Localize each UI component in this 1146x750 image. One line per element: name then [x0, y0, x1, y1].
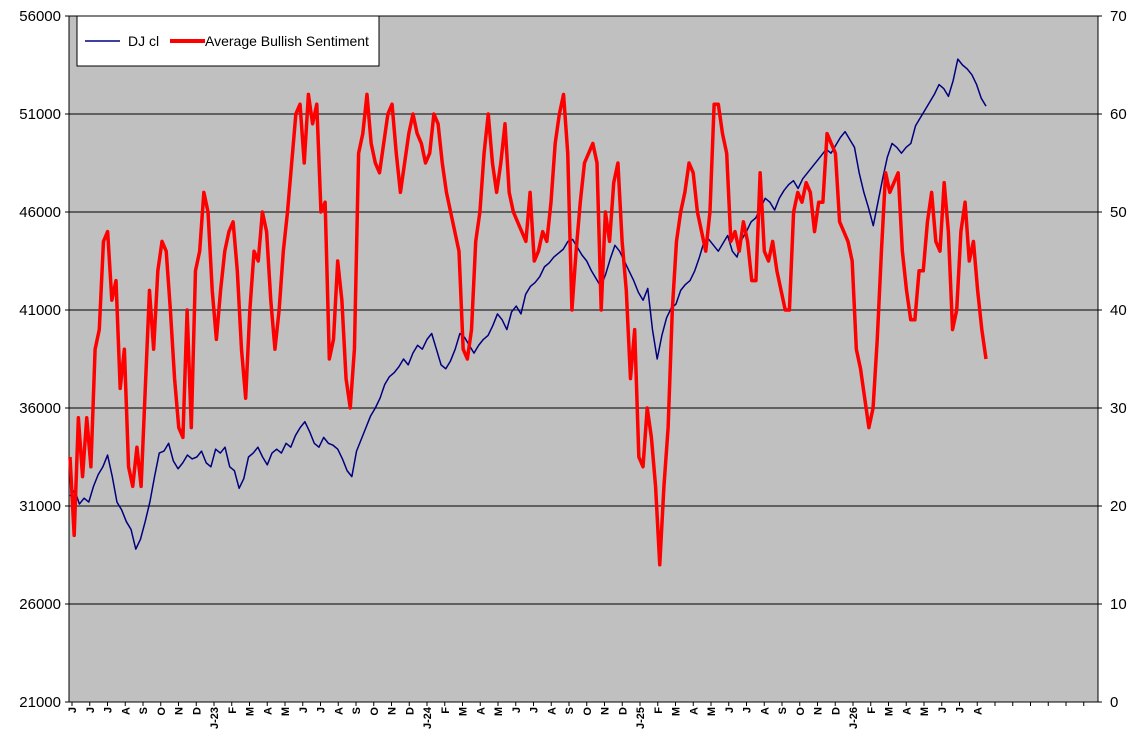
right-tick-label: 50	[1110, 204, 1127, 221]
left-tick-label: 51000	[19, 106, 61, 123]
left-tick-label: 26000	[19, 596, 61, 613]
x-tick-label: J	[955, 707, 967, 713]
x-tick-label: F	[440, 707, 452, 714]
x-tick-label: O	[795, 707, 807, 716]
legend: DJ cl Average Bullish Sentiment	[76, 15, 380, 67]
x-tick-label: M	[458, 707, 470, 716]
left-tick-label: 41000	[19, 302, 61, 319]
legend-label-dj: DJ cl	[128, 33, 159, 49]
x-tick-label: N	[600, 707, 612, 715]
x-tick-label: A	[333, 707, 345, 715]
x-tick-label: J	[85, 707, 97, 713]
x-tick-label: N	[813, 707, 825, 715]
x-tick-label: A	[901, 707, 913, 715]
x-tick-label: N	[174, 707, 186, 715]
x-tick-label: S	[777, 707, 789, 714]
plot-area	[68, 15, 1099, 703]
x-tick-label: J-26	[848, 707, 860, 729]
x-tick-label: M	[245, 707, 257, 716]
x-tick-label: M	[280, 707, 292, 716]
right-tick-label: 70	[1110, 8, 1127, 25]
series-lines	[68, 58, 988, 567]
x-tick-label: M	[884, 707, 896, 716]
x-tick-label: D	[404, 707, 416, 715]
x-tick-label: J	[529, 707, 541, 713]
x-tick-label: D	[191, 707, 203, 715]
right-tick-label: 20	[1110, 498, 1127, 515]
x-tick-label: O	[156, 707, 168, 716]
x-tick-label: D	[830, 707, 842, 715]
right-tick-label: 30	[1110, 400, 1127, 417]
right-tick-label: 40	[1110, 302, 1127, 319]
x-tick-label: J	[724, 707, 736, 713]
x-tick-label: A	[546, 707, 558, 715]
x-tick-label: J	[511, 707, 523, 713]
x-axis-ticks: J J J A S O N D J-23 F M A M J J A S O N D J-24 F M A M J J A S O N D J-…	[67, 702, 1085, 729]
left-tick-label: 36000	[19, 400, 61, 417]
right-tick-label: 0	[1110, 694, 1118, 711]
x-tick-label: J	[316, 707, 328, 713]
x-tick-label: F	[653, 707, 665, 714]
right-tick-label: 10	[1110, 596, 1127, 613]
x-tick-label: A	[759, 707, 771, 715]
x-tick-label: A	[475, 707, 487, 715]
legend-box	[76, 15, 380, 67]
right-tick-label: 60	[1110, 106, 1127, 123]
x-tick-label: O	[582, 707, 594, 716]
x-tick-label: O	[369, 707, 381, 716]
left-tick-label: 21000	[19, 694, 61, 711]
x-tick-label: J-25	[635, 707, 647, 729]
x-tick-label: S	[138, 707, 150, 714]
x-tick-label: S	[564, 707, 576, 714]
x-tick-label: J-24	[422, 706, 434, 729]
x-tick-label: M	[919, 707, 931, 716]
x-tick-label: A	[120, 707, 132, 715]
left-tick-label: 31000	[19, 498, 61, 515]
x-tick-label: F	[866, 707, 878, 714]
x-tick-label: M	[493, 707, 505, 716]
x-tick-label: M	[671, 707, 683, 716]
x-tick-label: J-23	[209, 707, 221, 729]
x-tick-label: S	[351, 707, 363, 714]
legend-label-bullish: Average Bullish Sentiment	[205, 33, 369, 49]
x-tick-label: J	[937, 707, 949, 713]
x-tick-label: J	[742, 707, 754, 713]
right-axis-ticks: 0 10 20 30 40 50 60 70	[1098, 8, 1127, 711]
x-tick-label: M	[706, 707, 718, 716]
x-tick-label: D	[617, 707, 629, 715]
x-tick-label: J	[67, 707, 79, 713]
left-tick-label: 56000	[19, 8, 61, 25]
x-tick-label: J	[103, 707, 115, 713]
x-tick-label: A	[972, 707, 984, 715]
x-tick-label: J	[298, 707, 310, 713]
left-axis-ticks: 21000 26000 31000 36000 41000 46000 51000 56000	[19, 8, 69, 711]
bullish-sentiment-line	[68, 92, 988, 567]
left-tick-label: 46000	[19, 204, 61, 221]
x-tick-label: A	[688, 707, 700, 715]
x-tick-label: A	[262, 707, 274, 715]
x-tick-label: N	[387, 707, 399, 715]
x-tick-label: F	[227, 707, 239, 714]
